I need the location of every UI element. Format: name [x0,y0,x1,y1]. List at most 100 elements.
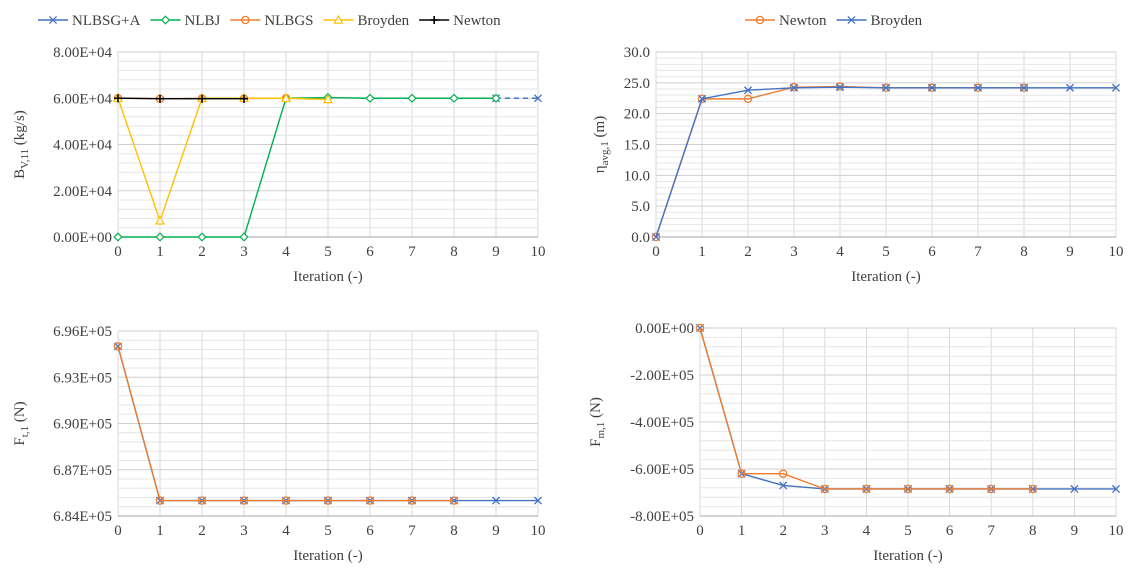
y-tick-label: 20.0 [624,107,650,123]
data-point-newton [862,484,871,494]
data-point-newton [986,484,996,494]
x-tick-label: 2 [779,523,787,539]
x-axis-title: Iteration (-) [293,548,363,564]
x-tick-label: 4 [282,244,290,260]
gridlines [699,327,1117,517]
series-newton [113,342,459,505]
data-point-broyden [1111,83,1121,92]
y-axis-title-subscript: avg,1 [599,141,611,165]
x-tick-label: 7 [408,523,416,539]
data-point-broyden [743,86,753,95]
data-point-broyden [1019,83,1029,92]
y-tick-label: -4.00E+05 [630,415,694,431]
series-newton [695,323,1038,494]
data-point-newton [239,496,249,505]
x-tick-label: 9 [1071,523,1079,539]
legend: NLBSG+A NLBJ NLBGS Broyden Newton [38,13,501,29]
x-tick-label: 3 [821,523,829,539]
legend-label: Newton [453,13,501,29]
legend-swatch-marker [241,15,250,25]
y-tick-label: 15.0 [624,138,650,154]
x-tick-label: 0 [652,244,660,260]
data-point-nlbj [449,93,459,103]
data-point-broyden [533,496,543,505]
chart-panel-3: 0 1 2 3 4 5 6 7 8 9 10 6.84E+05 6.87E+05 6.90E+05 6.93… [12,324,546,564]
y-axis-title-subscript: t,1 [19,426,31,437]
y-axis-title-symbol: η [592,165,608,173]
data-point-broyden [697,94,707,103]
legend-swatch-marker [430,16,439,24]
x-tick-label: 8 [450,244,458,260]
x-tick-label: 0 [114,244,122,260]
series-line-newton [699,327,1033,490]
series-broyden [651,83,1121,242]
legend-label: NLBGS [264,13,313,29]
legend-swatch-marker [48,15,58,25]
data-point-newton [240,94,248,103]
data-point-newton [651,232,661,242]
data-point-newton [114,94,122,103]
y-tick-label: 30.0 [624,45,650,61]
data-point-newton [198,94,206,103]
x-tick-label: 2 [198,244,206,260]
x-tick-label: 4 [836,244,844,260]
data-point-nlbj [197,232,207,242]
y-axis-title: ηavg,1 (m) [592,116,611,173]
y-tick-label: 0.00E+00 [53,230,112,246]
data-point-newton [903,484,913,494]
data-point-broyden [1065,83,1075,92]
y-tick-label: -2.00E+05 [630,368,694,384]
x-tick-label: 6 [928,244,936,260]
y-axis-title-unit: (N) [588,397,604,422]
legend-item-nlbj: NLBJ [150,13,220,29]
legend-item-nlbsg-a: NLBSG+A [38,13,141,29]
x-tick-label: 8 [450,523,458,539]
y-axis-title-unit: (kg/s) [12,110,28,149]
x-tick-label: 10 [1109,523,1124,539]
x-tick-label: 10 [1109,244,1124,260]
y-axis-title: Ft,1 (N) [12,401,31,445]
y-axis-title-subscript: m,1 [595,422,607,439]
y-tick-label: 0.00E+00 [635,321,694,337]
legend-label: Broyden [871,13,923,29]
data-point-nlbj [113,232,123,242]
x-axis-title: Iteration (-) [851,269,921,285]
gridlines [655,51,1117,238]
y-tick-label: 10.0 [624,168,650,184]
x-tick-label: 3 [240,244,248,260]
x-tick-label: 3 [240,523,248,539]
data-point-broyden [1111,484,1121,494]
data-point-broyden [491,496,501,505]
data-point-broyden [973,83,983,92]
x-tick-label: 8 [1020,244,1028,260]
data-point-newton [449,496,459,505]
x-tick-label: 5 [324,244,332,260]
x-tick-label: 4 [863,523,871,539]
x-tick-label: 7 [408,244,416,260]
data-point-newton [113,342,123,351]
x-tick-label: 6 [946,523,954,539]
data-point-newton [737,469,746,478]
data-point-newton [743,94,753,104]
gridlines [117,51,539,238]
y-axis-title-symbol: F [588,439,604,447]
y-tick-label: 6.87E+05 [53,463,112,479]
y-tick-label: 6.96E+05 [53,324,112,340]
data-point-nlbj [365,93,375,103]
data-point-newton [197,496,207,505]
y-tick-label: -8.00E+05 [630,509,694,525]
data-point-newton [281,496,291,505]
data-point-nlbsg-a [533,94,543,103]
chart-panel-4: 0 1 2 3 4 5 6 7 8 9 10 -8.00E+05 -6.00E+05 -4.00E+05 -… [588,321,1124,564]
data-point-newton [695,323,705,333]
y-tick-label: 6.93E+05 [53,370,112,386]
data-point-broyden [779,481,788,490]
data-point-broyden [835,83,845,92]
x-tick-label: 1 [738,523,746,539]
y-tick-label: 6.00E+04 [53,91,112,107]
x-tick-label: 5 [904,523,912,539]
x-tick-label: 5 [324,523,332,539]
data-point-broyden [1070,484,1079,494]
data-point-nlbj [407,93,417,103]
